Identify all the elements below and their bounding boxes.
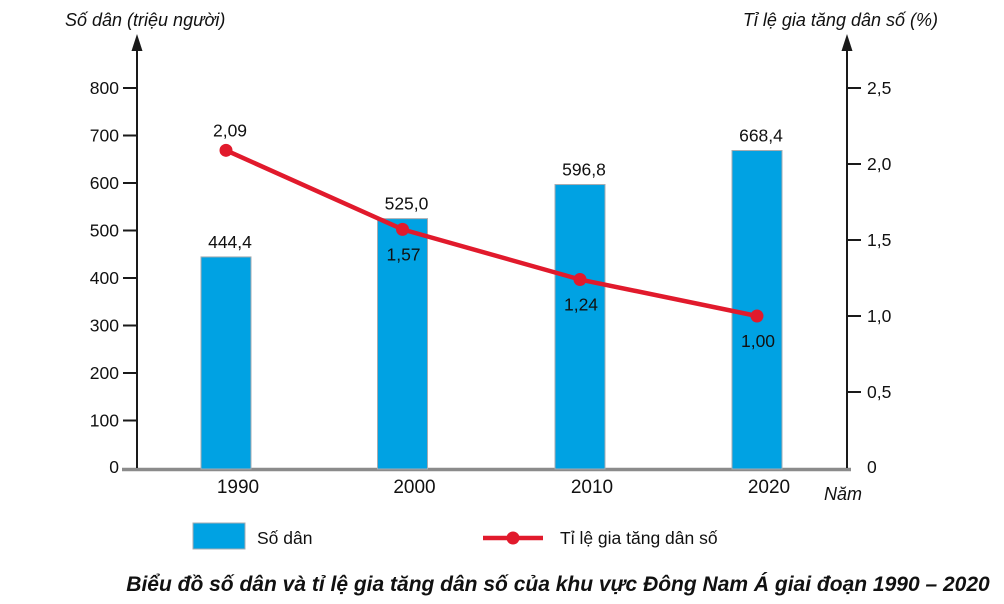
left-axis-tick-label: 800 (90, 78, 119, 98)
line-point-1990 (219, 143, 233, 157)
right-axis-arrow-icon (841, 34, 853, 51)
legend-line-marker-icon (506, 531, 520, 545)
line-point-2000 (396, 222, 409, 236)
bar-value-label-2020: 668,4 (739, 126, 783, 146)
right-axis-tick-label: 1,0 (867, 306, 892, 326)
growth-rate-line (223, 148, 760, 319)
left-axis-tick-label: 100 (90, 411, 119, 431)
left-axis-title: Số dân (triệu người) (65, 10, 225, 30)
line-point-2020 (750, 309, 764, 323)
left-axis-tick-label: 0 (109, 457, 119, 477)
legend-bar-swatch-icon (192, 522, 246, 550)
left-axis-tick-label: 400 (90, 268, 119, 288)
right-axis-tick-label: 1,5 (867, 230, 891, 250)
bar-2010 (554, 184, 606, 470)
line-value-label-2010: 1,24 (564, 295, 598, 315)
left-axis-tick-label: 200 (90, 363, 119, 383)
right-axis-tick-label: 2,0 (867, 154, 892, 174)
legend: Số dân Tỉ lệ gia tăng dân số (192, 522, 718, 550)
right-axis-tick-label: 0 (867, 457, 877, 477)
left-axis-tick-label: 700 (90, 126, 119, 146)
left-axis-tick-label: 500 (90, 221, 119, 241)
line-value-label-2000: 1,57 (386, 244, 420, 264)
right-axis-title: Tỉ lệ gia tăng dân số (%) (743, 10, 938, 30)
bar-2000 (377, 218, 428, 470)
right-axis-tick-label: 0,5 (867, 382, 891, 402)
x-axis-label-2010: 2010 (571, 477, 613, 498)
x-axis-title: Năm (824, 484, 862, 504)
bar-1990 (200, 256, 252, 470)
bar-value-label-1990: 444,4 (208, 232, 252, 252)
left-axis-tick-label: 600 (90, 173, 119, 193)
plot-area: 100 200 300 400 500 600 700 800 0 0,5 1,0 1,5 2,0 2,5… (90, 78, 892, 498)
line-value-label-2020: 1,00 (741, 331, 775, 351)
line-value-label-1990: 2,09 (213, 120, 247, 140)
x-axis-label-1990: 1990 (217, 477, 259, 498)
right-axis-tick-label: 2,5 (867, 78, 891, 98)
left-axis-arrow-icon (131, 34, 143, 51)
bar-value-label-2010: 596,8 (562, 160, 606, 180)
bar-value-label-2000: 525,0 (385, 194, 429, 214)
line-point-2010 (573, 273, 587, 287)
legend-label-growth-rate: Tỉ lệ gia tăng dân số (560, 528, 718, 548)
legend-label-population: Số dân (257, 528, 312, 548)
chart-caption: Biểu đồ số dân và tỉ lệ gia tăng dân số … (126, 573, 990, 596)
x-axis-label-2000: 2000 (393, 477, 435, 498)
left-axis-tick-label: 300 (90, 316, 119, 336)
x-axis-label-2020: 2020 (748, 477, 790, 498)
